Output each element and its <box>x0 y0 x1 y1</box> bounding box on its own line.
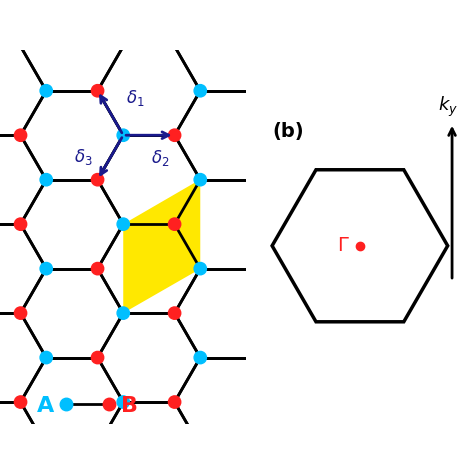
Text: $\delta_1$: $\delta_1$ <box>126 88 145 108</box>
Text: $k_y$: $k_y$ <box>438 94 458 118</box>
Circle shape <box>194 351 207 364</box>
Text: $\Gamma$: $\Gamma$ <box>337 236 349 255</box>
Text: A: A <box>36 396 54 417</box>
Circle shape <box>14 396 27 408</box>
Text: B: B <box>121 396 137 417</box>
Circle shape <box>194 84 207 97</box>
Circle shape <box>40 173 53 186</box>
Circle shape <box>40 263 53 275</box>
Circle shape <box>117 396 129 408</box>
Circle shape <box>194 263 207 275</box>
Text: (b): (b) <box>272 122 304 141</box>
Circle shape <box>40 84 53 97</box>
Circle shape <box>91 351 104 364</box>
Circle shape <box>91 263 104 275</box>
Text: $\delta_2$: $\delta_2$ <box>152 148 170 168</box>
Circle shape <box>14 129 27 141</box>
Circle shape <box>40 351 53 364</box>
Circle shape <box>14 218 27 230</box>
Circle shape <box>117 129 129 141</box>
Circle shape <box>168 218 181 230</box>
Circle shape <box>91 84 104 97</box>
Circle shape <box>194 173 207 186</box>
Circle shape <box>168 307 181 319</box>
Text: $\delta_3$: $\delta_3$ <box>74 147 92 167</box>
Circle shape <box>117 218 129 230</box>
Circle shape <box>91 173 104 186</box>
Circle shape <box>168 396 181 408</box>
Polygon shape <box>123 180 200 313</box>
Circle shape <box>14 307 27 319</box>
Circle shape <box>117 307 129 319</box>
Circle shape <box>168 129 181 141</box>
